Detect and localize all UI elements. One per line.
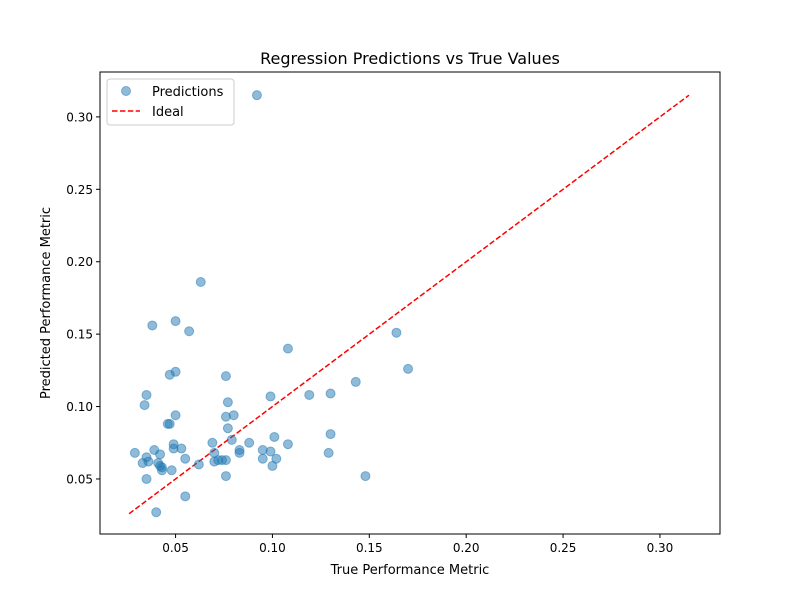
prediction-point bbox=[184, 326, 195, 337]
x-tick-label: 0.15 bbox=[356, 541, 383, 555]
prediction-point bbox=[193, 459, 204, 470]
prediction-point bbox=[350, 376, 361, 387]
prediction-point bbox=[170, 316, 181, 327]
prediction-point bbox=[234, 447, 245, 458]
prediction-point bbox=[251, 90, 262, 101]
x-axis: 0.05 0.10 0.15 0.20 0.25 0.30 bbox=[162, 534, 673, 555]
plot-area bbox=[99, 71, 721, 535]
prediction-point bbox=[137, 458, 148, 469]
prediction-point bbox=[222, 423, 233, 434]
prediction-point bbox=[155, 449, 166, 460]
y-tick-label: 0.10 bbox=[66, 400, 93, 414]
prediction-point bbox=[139, 400, 150, 411]
prediction-point bbox=[323, 447, 334, 458]
x-tick-label: 0.25 bbox=[550, 541, 577, 555]
legend: Predictions Ideal bbox=[106, 78, 235, 126]
legend-box bbox=[106, 78, 235, 126]
prediction-point bbox=[325, 429, 336, 440]
plot-frame bbox=[99, 71, 721, 535]
prediction-point bbox=[267, 460, 278, 471]
prediction-point bbox=[220, 471, 231, 482]
y-axis-label: Predicted Performance Metric bbox=[39, 207, 54, 399]
x-tick-label: 0.05 bbox=[162, 541, 189, 555]
prediction-point bbox=[403, 363, 414, 374]
x-tick-label: 0.20 bbox=[453, 541, 480, 555]
prediction-point bbox=[157, 465, 167, 476]
legend-predictions-marker bbox=[121, 86, 131, 96]
prediction-point bbox=[170, 410, 181, 421]
prediction-point bbox=[220, 455, 231, 466]
chart-title: Regression Predictions vs True Values bbox=[260, 49, 560, 68]
prediction-point bbox=[265, 446, 276, 457]
prediction-point bbox=[129, 447, 140, 458]
prediction-point bbox=[282, 343, 293, 354]
prediction-point bbox=[147, 320, 158, 331]
legend-ideal-label: Ideal bbox=[152, 105, 184, 120]
prediction-point bbox=[282, 439, 293, 450]
x-tick-label: 0.10 bbox=[259, 541, 286, 555]
prediction-point bbox=[304, 389, 315, 400]
ideal-line-layer bbox=[128, 94, 690, 515]
y-axis: 0.05 0.10 0.15 0.20 0.25 0.30 bbox=[66, 110, 100, 486]
y-tick-label: 0.25 bbox=[66, 183, 93, 197]
y-tick-label: 0.05 bbox=[66, 472, 93, 486]
prediction-point bbox=[226, 434, 237, 445]
x-axis-label: True Performance Metric bbox=[330, 563, 490, 578]
prediction-point bbox=[220, 371, 231, 382]
prediction-point bbox=[228, 410, 239, 421]
prediction-point bbox=[151, 507, 162, 518]
prediction-point bbox=[180, 453, 191, 464]
prediction-point bbox=[222, 397, 233, 408]
prediction-point bbox=[391, 327, 402, 338]
prediction-point bbox=[166, 465, 177, 476]
y-tick-label: 0.20 bbox=[66, 255, 93, 269]
prediction-point bbox=[207, 437, 218, 448]
prediction-point bbox=[360, 471, 371, 482]
legend-predictions-label: Predictions bbox=[152, 85, 224, 100]
prediction-point bbox=[209, 456, 220, 467]
prediction-point bbox=[325, 388, 336, 399]
prediction-point bbox=[195, 277, 206, 287]
prediction-point bbox=[265, 391, 276, 402]
y-tick-label: 0.30 bbox=[66, 110, 93, 124]
y-tick-label: 0.15 bbox=[66, 328, 93, 342]
prediction-point bbox=[164, 369, 175, 380]
x-tick-label: 0.30 bbox=[647, 541, 674, 555]
prediction-point bbox=[180, 491, 191, 502]
ideal-line bbox=[128, 94, 690, 515]
prediction-point bbox=[257, 453, 268, 464]
prediction-point bbox=[164, 418, 175, 429]
prediction-points-layer bbox=[129, 90, 414, 518]
prediction-point bbox=[141, 389, 152, 400]
prediction-point bbox=[176, 443, 187, 454]
prediction-point bbox=[244, 437, 255, 448]
prediction-point bbox=[269, 431, 280, 442]
prediction-point bbox=[141, 473, 152, 484]
